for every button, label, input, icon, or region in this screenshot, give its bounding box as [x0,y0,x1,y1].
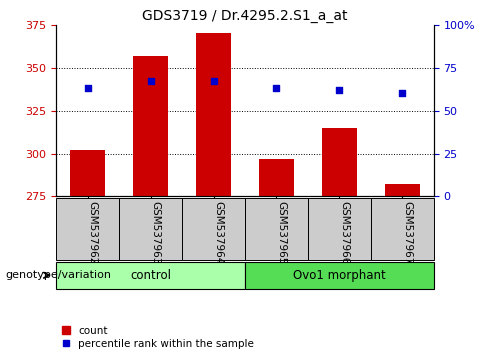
Bar [322,128,357,196]
Bar [308,198,371,260]
Text: GSM537967: GSM537967 [402,201,412,265]
Text: GSM537963: GSM537963 [151,201,161,265]
Bar [259,159,294,196]
Bar [71,150,105,196]
Bar [119,198,182,260]
Bar [196,33,231,196]
Text: genotype/variation: genotype/variation [5,270,111,280]
Legend: count, percentile rank within the sample: count, percentile rank within the sample [62,326,254,349]
Bar [182,198,245,260]
Text: GSM537964: GSM537964 [214,201,223,265]
Bar [245,198,308,260]
Point [335,87,343,93]
Text: GSM537965: GSM537965 [276,201,287,265]
Bar [385,184,419,196]
Bar [245,262,434,289]
Point [210,79,218,84]
Bar [56,198,119,260]
Bar [56,262,245,289]
Text: GDS3719 / Dr.4295.2.S1_a_at: GDS3719 / Dr.4295.2.S1_a_at [142,9,348,23]
Bar [371,198,434,260]
Text: GSM537962: GSM537962 [88,201,98,265]
Text: Ovo1 morphant: Ovo1 morphant [293,269,386,282]
Text: control: control [130,269,171,282]
Point [147,79,154,84]
Text: GSM537966: GSM537966 [339,201,349,265]
Point [272,85,280,91]
Point [84,85,92,91]
Point [398,91,406,96]
Bar [133,56,168,196]
